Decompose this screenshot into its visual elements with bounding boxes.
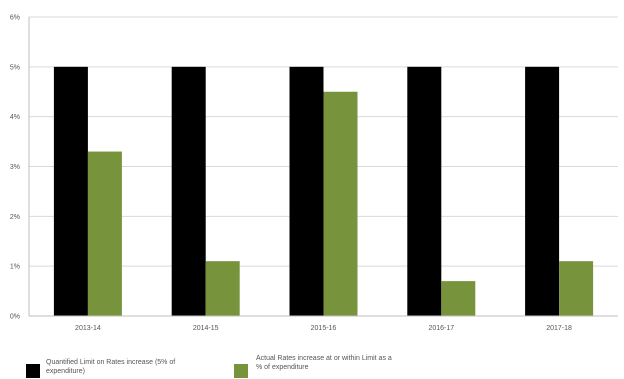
bars [53,66,594,316]
y-tick-label: 3% [10,164,20,171]
legend-label-limit: Quantified Limit on Rates increase (5% o… [46,359,176,375]
legend-swatch-actual [234,364,248,378]
x-tick-label: 2015-16 [311,325,337,332]
bar-limit [407,66,442,316]
y-tick-label: 2% [10,214,20,221]
y-tick-label: 5% [10,64,20,71]
x-tick-label: 2017-18 [546,325,572,332]
x-tick-label: 2013-14 [75,325,101,332]
bar-actual [559,261,594,316]
bar-actual [205,261,240,316]
y-axis-tick-labels: 0% 1% 2% 3% 4% 5% 6% [10,15,20,321]
y-tick-label: 4% [10,114,20,121]
bar-limit [525,66,560,316]
bar-limit [289,66,324,316]
bar-limit [53,66,88,316]
y-tick-label: 1% [10,264,20,271]
x-tick-label: 2016-17 [428,325,454,332]
legend-label-actual: Actual Rates increase at or within Limit… [256,355,392,371]
legend: Quantified Limit on Rates increase (5% o… [0,344,624,379]
y-tick-label: 6% [10,15,20,22]
legend-swatch-limit [26,364,40,378]
bar-actual [323,91,358,316]
bar-limit [171,66,206,316]
x-axis-tick-labels: 2013-14 2014-15 2015-16 2016-17 2017-18 [75,325,572,332]
y-tick-label: 0% [10,314,20,321]
bar-actual [87,151,122,316]
x-tick-label: 2014-15 [193,325,219,332]
bar-actual [441,281,476,316]
